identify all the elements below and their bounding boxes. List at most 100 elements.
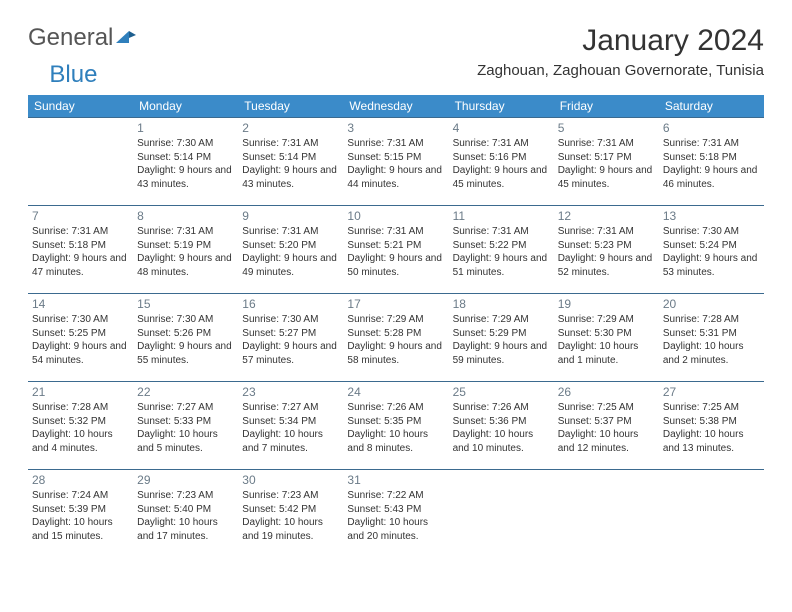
- calendar-day-cell: 2Sunrise: 7:31 AMSunset: 5:14 PMDaylight…: [238, 118, 343, 206]
- day-number: 30: [242, 473, 339, 487]
- calendar-day-cell: 4 Sunrise: 7:31 AMSunset: 5:16 PMDaylight…: [449, 118, 554, 206]
- day-number: 13: [663, 209, 760, 223]
- calendar-day-cell: 7 Sunrise: 7:31 AMSunset: 5:18 PMDaylight…: [28, 206, 133, 294]
- day-number: 4: [453, 121, 550, 135]
- day-number: 9: [242, 209, 339, 223]
- calendar-day-cell: 9 Sunrise: 7:31 AMSunset: 5:20 PMDaylight…: [238, 206, 343, 294]
- calendar-day-cell: 5 Sunrise: 7:31 AMSunset: 5:17 PMDaylight…: [554, 118, 659, 206]
- calendar-day-cell: [28, 118, 133, 206]
- day-number: 7: [32, 209, 129, 223]
- calendar-day-cell: 16 Sunrise: 7:30 AMSunset: 5:27 PMDayligh…: [238, 294, 343, 382]
- day-info: Sunrise: 7:23 AMSunset: 5:40 PMDaylight:…: [137, 489, 234, 543]
- calendar-day-cell: 20 Sunrise: 7:28 AMSunset: 5:31 PMDayligh…: [659, 294, 764, 382]
- day-info: Sunrise: 7:30 AMSunset: 5:24 PMDaylight:…: [663, 225, 760, 279]
- calendar-day-cell: [659, 470, 764, 558]
- calendar-day-cell: 15Sunrise: 7:30 AMSunset: 5:26 PMDayligh…: [133, 294, 238, 382]
- day-number: 25: [453, 385, 550, 399]
- day-number: 8: [137, 209, 234, 223]
- day-info: Sunrise: 7:30 AMSunset: 5:25 PMDaylight:…: [32, 313, 129, 367]
- day-number: 18: [453, 297, 550, 311]
- day-number: 20: [663, 297, 760, 311]
- day-info: Sunrise: 7:27 AMSunset: 5:34 PMDaylight:…: [242, 401, 339, 455]
- calendar-day-cell: 11 Sunrise: 7:31 AMSunset: 5:22 PMDayligh…: [449, 206, 554, 294]
- day-info: Sunrise: 7:28 AMSunset: 5:32 PMDaylight:…: [32, 401, 129, 455]
- calendar-day-cell: 13 Sunrise: 7:30 AMSunset: 5:24 PMDayligh…: [659, 206, 764, 294]
- calendar-day-cell: 25 Sunrise: 7:26 AMSunset: 5:36 PMDayligh…: [449, 382, 554, 470]
- day-info: Sunrise: 7:25 AMSunset: 5:37 PMDaylight:…: [558, 401, 655, 455]
- day-info: Sunrise: 7:28 AMSunset: 5:31 PMDaylight:…: [663, 313, 760, 367]
- day-info: Sunrise: 7:31 AMSunset: 5:15 PMDaylight:…: [347, 137, 444, 191]
- calendar-day-cell: 21Sunrise: 7:28 AMSunset: 5:32 PMDayligh…: [28, 382, 133, 470]
- calendar-day-cell: 8 Sunrise: 7:31 AMSunset: 5:19 PMDaylight…: [133, 206, 238, 294]
- day-info: Sunrise: 7:22 AMSunset: 5:43 PMDaylight:…: [347, 489, 444, 543]
- calendar-day-cell: 6Sunrise: 7:31 AMSunset: 5:18 PMDaylight…: [659, 118, 764, 206]
- day-number: 5: [558, 121, 655, 135]
- flag-icon: [115, 29, 137, 47]
- day-number: 6: [663, 121, 760, 135]
- calendar-day-cell: 24 Sunrise: 7:26 AMSunset: 5:35 PMDayligh…: [343, 382, 448, 470]
- day-number: 3: [347, 121, 444, 135]
- day-number: 12: [558, 209, 655, 223]
- day-number: 1: [137, 121, 234, 135]
- day-info: Sunrise: 7:30 AMSunset: 5:14 PMDaylight:…: [137, 137, 234, 191]
- day-number: 31: [347, 473, 444, 487]
- day-info: Sunrise: 7:31 AMSunset: 5:17 PMDaylight:…: [558, 137, 655, 191]
- col-sunday: Sunday: [28, 95, 133, 118]
- calendar-day-cell: 28 Sunrise: 7:24 AMSunset: 5:39 PMDayligh…: [28, 470, 133, 558]
- calendar-day-cell: 1 Sunrise: 7:30 AMSunset: 5:14 PMDaylight…: [133, 118, 238, 206]
- day-info: Sunrise: 7:31 AMSunset: 5:18 PMDaylight:…: [32, 225, 129, 279]
- day-header-row: Sunday Monday Tuesday Wednesday Thursday…: [28, 95, 764, 118]
- calendar-day-cell: 23 Sunrise: 7:27 AMSunset: 5:34 PMDayligh…: [238, 382, 343, 470]
- col-wednesday: Wednesday: [343, 95, 448, 118]
- title-block: January 2024 Zaghouan, Zaghouan Governor…: [477, 24, 764, 79]
- day-info: Sunrise: 7:26 AMSunset: 5:36 PMDaylight:…: [453, 401, 550, 455]
- day-info: Sunrise: 7:31 AMSunset: 5:21 PMDaylight:…: [347, 225, 444, 279]
- day-number: 26: [558, 385, 655, 399]
- day-info: Sunrise: 7:26 AMSunset: 5:35 PMDaylight:…: [347, 401, 444, 455]
- calendar-week-row: 1 Sunrise: 7:30 AMSunset: 5:14 PMDaylight…: [28, 118, 764, 206]
- col-saturday: Saturday: [659, 95, 764, 118]
- calendar-day-cell: [554, 470, 659, 558]
- day-info: Sunrise: 7:24 AMSunset: 5:39 PMDaylight:…: [32, 489, 129, 543]
- col-thursday: Thursday: [449, 95, 554, 118]
- calendar-day-cell: 22Sunrise: 7:27 AMSunset: 5:33 PMDayligh…: [133, 382, 238, 470]
- calendar-week-row: 21Sunrise: 7:28 AMSunset: 5:32 PMDayligh…: [28, 382, 764, 470]
- day-info: Sunrise: 7:30 AMSunset: 5:27 PMDaylight:…: [242, 313, 339, 367]
- calendar-day-cell: 19 Sunrise: 7:29 AMSunset: 5:30 PMDayligh…: [554, 294, 659, 382]
- day-info: Sunrise: 7:27 AMSunset: 5:33 PMDaylight:…: [137, 401, 234, 455]
- calendar-day-cell: 30 Sunrise: 7:23 AMSunset: 5:42 PMDayligh…: [238, 470, 343, 558]
- day-number: 24: [347, 385, 444, 399]
- day-info: Sunrise: 7:31 AMSunset: 5:19 PMDaylight:…: [137, 225, 234, 279]
- day-number: 29: [137, 473, 234, 487]
- calendar-day-cell: 18Sunrise: 7:29 AMSunset: 5:29 PMDayligh…: [449, 294, 554, 382]
- calendar-day-cell: 26 Sunrise: 7:25 AMSunset: 5:37 PMDayligh…: [554, 382, 659, 470]
- month-title: January 2024: [477, 24, 764, 58]
- calendar-day-cell: 3 Sunrise: 7:31 AMSunset: 5:15 PMDaylight…: [343, 118, 448, 206]
- brand-text-2: Blue: [49, 61, 97, 89]
- day-number: 14: [32, 297, 129, 311]
- day-info: Sunrise: 7:25 AMSunset: 5:38 PMDaylight:…: [663, 401, 760, 455]
- day-number: 28: [32, 473, 129, 487]
- day-info: Sunrise: 7:31 AMSunset: 5:20 PMDaylight:…: [242, 225, 339, 279]
- calendar-day-cell: 31 Sunrise: 7:22 AMSunset: 5:43 PMDayligh…: [343, 470, 448, 558]
- day-number: 27: [663, 385, 760, 399]
- calendar-week-row: 7 Sunrise: 7:31 AMSunset: 5:18 PMDaylight…: [28, 206, 764, 294]
- calendar-day-cell: [449, 470, 554, 558]
- day-info: Sunrise: 7:31 AMSunset: 5:16 PMDaylight:…: [453, 137, 550, 191]
- day-number: 11: [453, 209, 550, 223]
- day-number: 17: [347, 297, 444, 311]
- day-info: Sunrise: 7:23 AMSunset: 5:42 PMDaylight:…: [242, 489, 339, 543]
- day-number: 10: [347, 209, 444, 223]
- calendar-day-cell: 14 Sunrise: 7:30 AMSunset: 5:25 PMDayligh…: [28, 294, 133, 382]
- day-info: Sunrise: 7:31 AMSunset: 5:22 PMDaylight:…: [453, 225, 550, 279]
- calendar-week-row: 14 Sunrise: 7:30 AMSunset: 5:25 PMDayligh…: [28, 294, 764, 382]
- brand-text-1: General: [28, 24, 113, 52]
- calendar-week-row: 28 Sunrise: 7:24 AMSunset: 5:39 PMDayligh…: [28, 470, 764, 558]
- calendar-day-cell: 10 Sunrise: 7:31 AMSunset: 5:21 PMDayligh…: [343, 206, 448, 294]
- day-number: 19: [558, 297, 655, 311]
- day-number: 23: [242, 385, 339, 399]
- calendar-day-cell: 27 Sunrise: 7:25 AMSunset: 5:38 PMDayligh…: [659, 382, 764, 470]
- day-number: 16: [242, 297, 339, 311]
- day-info: Sunrise: 7:29 AMSunset: 5:30 PMDaylight:…: [558, 313, 655, 367]
- col-tuesday: Tuesday: [238, 95, 343, 118]
